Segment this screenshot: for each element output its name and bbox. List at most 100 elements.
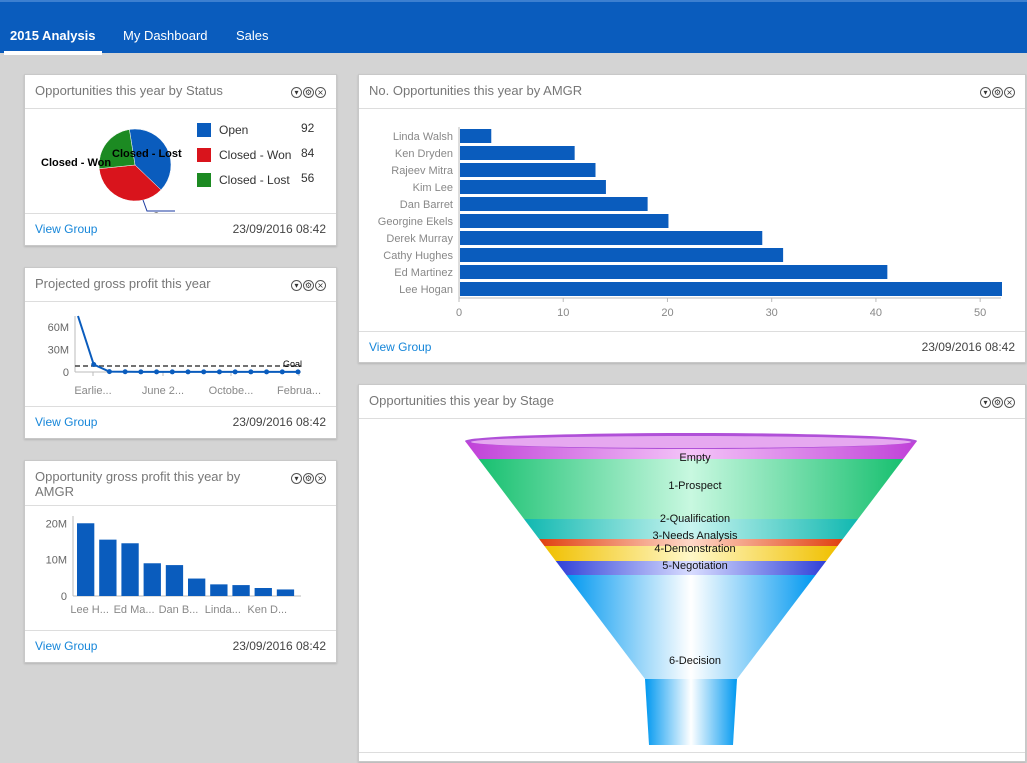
close-icon[interactable]: × xyxy=(315,87,326,98)
divider xyxy=(359,331,1025,332)
view-group-link[interactable]: View Group xyxy=(35,415,98,429)
view-group-link[interactable]: View Group xyxy=(35,222,98,236)
x-tick-label: 30 xyxy=(766,307,778,319)
amgr-count-bar xyxy=(460,146,575,160)
view-group-link[interactable]: View Group xyxy=(35,639,98,653)
gear-icon[interactable]: ⚙ xyxy=(303,473,314,484)
amgr-count-bar xyxy=(460,197,648,211)
x-tick-label: 10 xyxy=(557,307,569,319)
divider xyxy=(25,108,336,109)
funnel-stage-label: 3-Needs Analysis xyxy=(653,530,738,542)
panel-title: Opportunities this year by Status xyxy=(35,83,223,98)
amgr-profit-bar xyxy=(143,563,161,596)
funnel-segment xyxy=(478,459,904,519)
amgr-count-bar-chart: Linda Walsh Ken Dryden Rajeev Mitra Kim Lee… xyxy=(378,127,1002,319)
gear-icon[interactable]: ⚙ xyxy=(303,280,314,291)
pie-slice-closed-lost xyxy=(98,129,136,169)
amgr-count-bar xyxy=(460,231,763,245)
divider xyxy=(359,108,1025,109)
profit-series-line xyxy=(77,315,298,373)
amgr-count-bar xyxy=(460,248,784,262)
divider xyxy=(25,630,336,631)
amgr-profit-bar xyxy=(188,578,206,596)
amgr-profit-bar xyxy=(232,585,250,596)
profit-point xyxy=(216,369,222,375)
timestamp: 23/09/2016 08:42 xyxy=(921,340,1015,354)
collapse-icon[interactable]: ▾ xyxy=(980,397,991,408)
panel-controls: ▾ ⚙ × xyxy=(979,394,1015,408)
stage-panel: Opportunities this year by Stage ▾ ⚙ × Emp… xyxy=(358,384,1026,762)
profit-point xyxy=(201,369,207,375)
profit-point xyxy=(248,369,254,375)
x-tick-label: Octobe... xyxy=(209,385,254,397)
close-icon[interactable]: × xyxy=(1004,87,1015,98)
divider xyxy=(359,752,1025,753)
timestamp: 23/09/2016 08:42 xyxy=(232,415,326,429)
panel-controls: ▾ ⚙ × xyxy=(290,84,326,98)
amgr-profit-bar xyxy=(254,588,272,596)
gear-icon[interactable]: ⚙ xyxy=(992,87,1003,98)
divider xyxy=(25,213,336,214)
tab-sales[interactable]: Sales xyxy=(236,28,269,43)
profit-point xyxy=(106,369,112,375)
tab-my-dashboard[interactable]: My Dashboard xyxy=(123,28,208,43)
profit-point xyxy=(279,369,285,375)
y-tick-label: 0 xyxy=(63,367,69,379)
view-group-link[interactable]: View Group xyxy=(369,340,432,354)
legend-value: 92 xyxy=(301,121,315,135)
collapse-icon[interactable]: ▾ xyxy=(980,87,991,98)
funnel-neck xyxy=(645,679,737,745)
profit-point xyxy=(185,369,191,375)
panel-title: Opportunity gross profit this year by AM… xyxy=(35,469,275,499)
profit-point xyxy=(91,362,97,368)
profit-panel: Projected gross profit this year ▾ ⚙ × 0 30… xyxy=(24,267,337,439)
funnel-segment xyxy=(523,519,859,539)
legend-label: Closed - Lost xyxy=(219,173,290,187)
x-tick-label: Earlie... xyxy=(74,385,111,397)
gear-icon[interactable]: ⚙ xyxy=(303,87,314,98)
divider xyxy=(25,301,336,302)
x-tick-label: Ed Ma... xyxy=(114,604,155,616)
collapse-icon[interactable]: ▾ xyxy=(291,280,302,291)
y-category-label: Ken Dryden xyxy=(395,148,453,160)
funnel-segment xyxy=(539,539,843,546)
profit-line-chart: 0 30M 60M Earlie... June 2... Octobe... Februa… xyxy=(48,315,321,397)
funnel-stage-label: 5-Negotiation xyxy=(662,560,727,572)
amgr-count-bar xyxy=(460,282,1002,296)
timestamp: 23/09/2016 08:42 xyxy=(232,222,326,236)
amgr-count-bar xyxy=(460,180,606,194)
x-tick-label: Lee H... xyxy=(70,604,109,616)
close-icon[interactable]: × xyxy=(1004,397,1015,408)
collapse-icon[interactable]: ▾ xyxy=(291,87,302,98)
panel-controls: ▾ ⚙ × xyxy=(979,84,1015,98)
tab-2015-analysis[interactable]: 2015 Analysis xyxy=(4,26,102,55)
y-tick-label: 0 xyxy=(61,591,67,603)
profit-point xyxy=(122,369,128,375)
status-panel: Opportunities this year by Status ▾⚙× Op… xyxy=(24,74,337,246)
x-tick-label: Ken D... xyxy=(247,604,287,616)
profit-point xyxy=(138,369,144,375)
stage-funnel-chart: Empty 1-Prospect 2-Qualification 3-Needs An… xyxy=(465,433,917,745)
top-nav-bar: 2015 Analysis My Dashboard Sales xyxy=(0,0,1027,55)
profit-point xyxy=(232,369,238,375)
goal-label: Goal xyxy=(283,359,302,369)
x-tick-label: 0 xyxy=(456,307,462,319)
funnel-stage-label: 2-Qualification xyxy=(660,513,730,525)
collapse-icon[interactable]: ▾ xyxy=(291,473,302,484)
close-icon[interactable]: × xyxy=(315,473,326,484)
divider xyxy=(25,406,336,407)
gear-icon[interactable]: ⚙ xyxy=(992,397,1003,408)
close-icon[interactable]: × xyxy=(315,280,326,291)
funnel-segment xyxy=(544,546,838,561)
amgr-count-bar xyxy=(460,265,888,279)
amgr-profit-panel: Opportunity gross profit this year by AM… xyxy=(24,460,337,663)
profit-point xyxy=(169,369,175,375)
legend-swatch xyxy=(197,148,211,162)
y-tick-label: 60M xyxy=(48,322,69,334)
panel-title: Projected gross profit this year xyxy=(35,276,211,291)
funnel-stage-label: 4-Demonstration xyxy=(654,543,735,555)
funnel-rim-inner xyxy=(471,436,911,448)
pie-legend: Open 92 Closed - Won 84 Closed - Lost 56 xyxy=(197,121,327,191)
amgr-count-bar xyxy=(460,163,596,177)
